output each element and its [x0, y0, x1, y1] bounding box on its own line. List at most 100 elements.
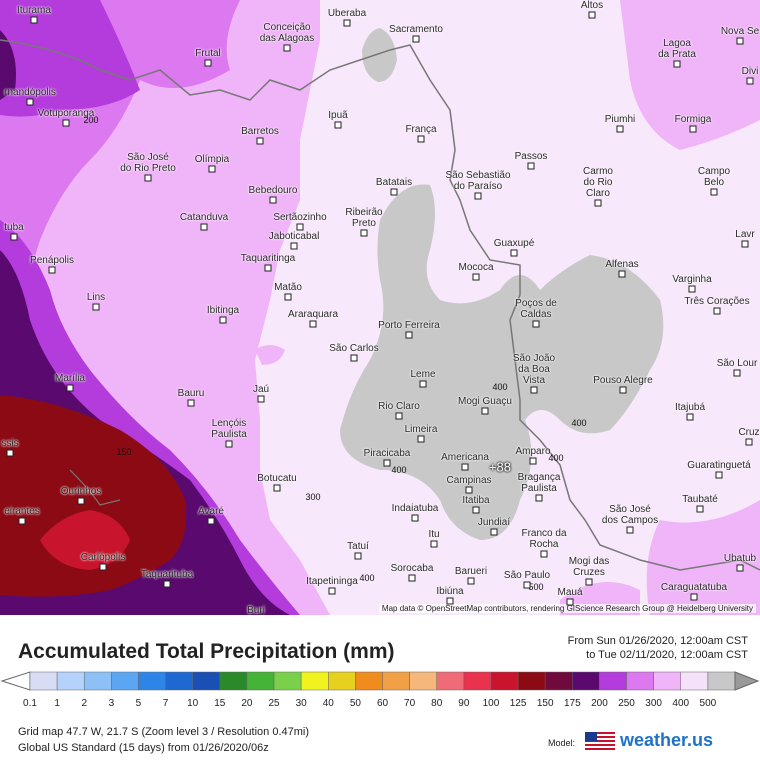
city-label: Uberaba: [327, 8, 367, 19]
city-marker: [395, 412, 403, 420]
city-marker: [360, 229, 368, 237]
map-attribution[interactable]: Map data © OpenStreetMap contributors, r…: [378, 604, 756, 613]
center-value-label: +88: [488, 459, 512, 475]
city-marker: [626, 526, 634, 534]
legend-swatch: [355, 671, 383, 691]
legend-label: 250: [618, 698, 635, 709]
city-marker: [412, 35, 420, 43]
city-label: Itu: [428, 529, 440, 540]
city-label: Leme: [410, 369, 436, 380]
city-marker: [208, 165, 216, 173]
city-marker: [745, 438, 753, 446]
city-label: Lins: [86, 292, 106, 303]
city-label: Taquarituba: [140, 569, 194, 580]
legend-arrow-right: [734, 671, 760, 691]
legend-swatch: [599, 671, 627, 691]
city-marker: [472, 273, 480, 281]
legend-label: 125: [509, 698, 527, 709]
city-marker: [273, 484, 281, 492]
city-marker: [256, 137, 264, 145]
city-label: Piracicaba: [363, 448, 411, 459]
legend-label: 150: [536, 698, 554, 709]
contour-label: 400: [492, 382, 508, 392]
city-label: Ibitinga: [206, 305, 240, 316]
legend-label: 7: [162, 698, 169, 709]
city-label: Itatiba: [462, 495, 490, 506]
city-marker: [328, 587, 336, 595]
city-marker: [715, 471, 723, 479]
legend-label: 15: [214, 698, 226, 709]
city-label: Ourinhos: [60, 486, 102, 497]
legend-label: 175: [563, 698, 581, 709]
contour-label: 200: [83, 115, 99, 125]
city-marker: [532, 320, 540, 328]
city-label: Bebedouro: [248, 185, 298, 196]
city-label: São José do Rio Preto: [120, 152, 176, 174]
city-label: Três Corações: [684, 296, 750, 307]
legend-swatch: [626, 671, 654, 691]
city-label: Barretos: [241, 126, 279, 137]
city-label: Jaú: [252, 384, 270, 395]
city-marker: [474, 192, 482, 200]
city-label: Poços de Caldas: [515, 298, 557, 320]
legend-label: 10: [187, 698, 199, 709]
legend-swatch: [544, 671, 573, 691]
contour-label: 300: [305, 492, 321, 502]
city-marker: [594, 199, 602, 207]
city-marker: [18, 517, 26, 525]
contour-label: 400: [359, 573, 375, 583]
city-marker: [225, 440, 233, 448]
city-marker: [465, 486, 473, 494]
city-marker: [30, 16, 38, 24]
city-label: Limeira: [404, 424, 438, 435]
city-label: Mogi Guaçu: [458, 396, 512, 407]
city-marker: [417, 135, 425, 143]
city-label: Carlópolis: [80, 552, 126, 563]
model-info: Global US Standard (15 days) from 01/26/…: [18, 742, 269, 754]
city-label: Sertãozinho: [273, 212, 327, 223]
legend-swatch: [29, 671, 58, 691]
city-label: São José dos Campos: [601, 504, 659, 526]
city-label: Lagoa da Prata: [658, 38, 696, 60]
city-label: São João da Boa Vista: [512, 353, 556, 386]
city-label: Cruz: [738, 427, 760, 438]
city-marker: [187, 399, 195, 407]
date-to: to Tue 02/11/2020, 12:00am CST: [586, 649, 748, 661]
legend-swatch: [653, 671, 682, 691]
city-label: Guaratinguetá: [687, 460, 751, 471]
city-marker: [309, 320, 317, 328]
city-marker: [26, 98, 34, 106]
city-marker: [523, 581, 531, 589]
city-label: Bragança Paulista: [517, 472, 561, 494]
legend-label: 40: [322, 698, 334, 709]
legend-swatch: [56, 671, 85, 691]
legend-swatch: [707, 671, 736, 691]
city-label: Rio Claro: [378, 401, 420, 412]
city-label: rnandópolis: [4, 87, 56, 98]
page-title: Accumulated Total Precipitation (mm): [18, 640, 395, 663]
city-marker: [430, 540, 438, 548]
legend-swatch: [463, 671, 492, 691]
city-label: Ipuã: [328, 110, 348, 121]
city-marker: [284, 293, 292, 301]
city-marker: [736, 37, 744, 45]
city-label: Itajubá: [674, 402, 706, 413]
city-marker: [257, 395, 265, 403]
legend-label: 500: [699, 698, 717, 709]
precipitation-map[interactable]: Iturama Conceição das Alagoas Uberaba Sa…: [0, 0, 760, 615]
city-label: Varginha: [672, 274, 712, 285]
brand-logo[interactable]: weather.us: [620, 730, 714, 750]
city-marker: [616, 125, 624, 133]
legend-label: 70: [404, 698, 416, 709]
legend-label: 0.1: [23, 698, 37, 709]
legend-swatch: [680, 671, 709, 691]
us-flag-icon: [585, 732, 615, 750]
city-marker: [6, 449, 14, 457]
city-label: Taubaté: [682, 494, 718, 505]
city-label: Indaiatuba: [391, 503, 439, 514]
city-label: Lençóis Paulista: [211, 418, 247, 440]
city-label: Lavr: [735, 229, 755, 240]
city-marker: [343, 19, 351, 27]
city-label: Iturama: [17, 5, 51, 16]
city-marker: [390, 188, 398, 196]
